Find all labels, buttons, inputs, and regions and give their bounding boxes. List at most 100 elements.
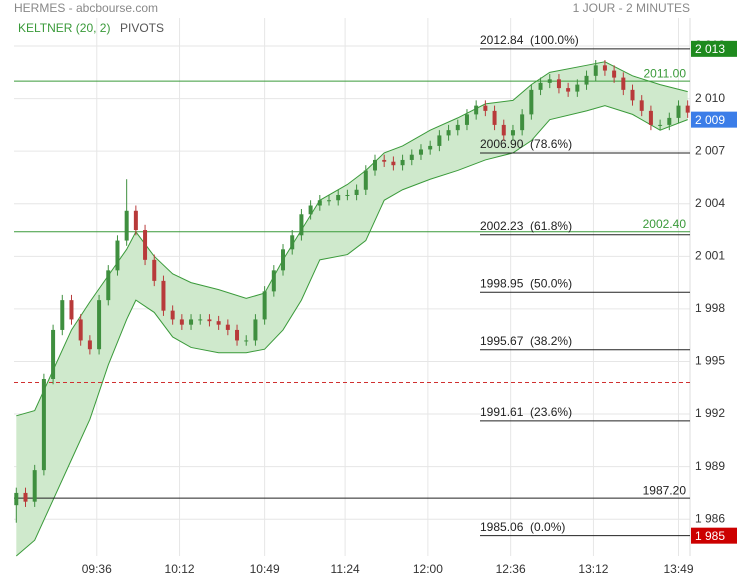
candle-body	[14, 492, 19, 506]
candle-body	[538, 82, 543, 90]
candle-body	[400, 159, 405, 166]
x-tick-label: 12:00	[413, 562, 443, 576]
candle-body	[216, 321, 221, 325]
fib-label: 2002.23 (61.8%)	[480, 219, 572, 233]
candle-body	[556, 79, 561, 89]
candle-body	[501, 124, 506, 136]
x-tick-label: 12:36	[496, 562, 526, 576]
candle-body	[308, 205, 313, 215]
candle-body	[189, 319, 194, 325]
y-tick-label: 1 986	[695, 511, 725, 525]
x-tick-label: 13:12	[578, 562, 608, 576]
candle-body	[207, 319, 212, 322]
candle-body	[492, 110, 497, 125]
y-tick-label: 1 995	[695, 354, 725, 368]
candle-body	[520, 114, 525, 131]
fib-label: 2012.84 (100.0%)	[480, 33, 579, 47]
x-tick-label: 13:49	[663, 562, 693, 576]
candle-body	[244, 340, 249, 342]
candle-body	[170, 310, 175, 320]
candle-body	[658, 124, 663, 126]
candle-body	[409, 154, 414, 160]
y-tick-label: 2 007	[695, 143, 725, 157]
candle-body	[630, 89, 635, 101]
candle-body	[106, 270, 111, 301]
candle-body	[253, 319, 258, 341]
candle-body	[281, 249, 286, 271]
x-tick-label: 11:24	[331, 562, 360, 576]
candle-body	[317, 200, 322, 206]
candle-body	[510, 130, 515, 136]
fib-label: 1998.95 (50.0%)	[480, 276, 572, 290]
candle-body	[464, 114, 469, 125]
candle-body	[354, 189, 359, 195]
candle-body	[685, 105, 690, 113]
candle-body	[584, 75, 589, 85]
candle-body	[446, 130, 451, 136]
candle-body	[78, 319, 83, 341]
candle-body	[382, 159, 387, 162]
fib-label: 2006.90 (78.6%)	[480, 137, 572, 151]
candle-body	[602, 65, 607, 71]
candle-body	[455, 124, 460, 131]
candle-body	[235, 329, 240, 341]
candle-body	[41, 379, 46, 471]
candle-body	[391, 161, 396, 166]
pivot-label: 2011.00	[644, 66, 687, 80]
candle-body	[161, 280, 166, 311]
candle-body	[336, 194, 341, 201]
x-tick-label: 09:36	[82, 562, 112, 576]
fib-label: 1991.61 (23.6%)	[480, 405, 572, 419]
y-tick-label: 2 010	[695, 91, 725, 105]
candle-body	[612, 70, 617, 78]
y-tick-label: 1 998	[695, 301, 725, 315]
pivot-label: 1987.20	[643, 483, 687, 497]
x-tick-label: 10:49	[250, 562, 280, 576]
candle-body	[648, 110, 653, 125]
candle-body	[32, 470, 37, 502]
candle-body	[566, 88, 571, 92]
price-tag-label: 1 985	[695, 529, 725, 543]
candle-body	[133, 210, 138, 231]
candle-body	[363, 170, 368, 190]
candle-body	[115, 240, 120, 271]
candle-body	[152, 259, 157, 281]
candle-body	[271, 270, 276, 292]
candle-body	[60, 300, 65, 330]
candle-body	[97, 300, 102, 350]
candle-body	[474, 105, 479, 115]
candle-body	[124, 210, 129, 241]
price-tag	[691, 40, 737, 57]
candle-body	[667, 117, 672, 125]
fib-label: 1985.06 (0.0%)	[480, 520, 565, 534]
candle-body	[143, 230, 148, 260]
period: 1 JOUR - 2 MINUTES	[573, 1, 690, 15]
candle-body	[483, 105, 488, 111]
candle-body	[593, 65, 598, 76]
y-tick-label: 1 992	[695, 406, 725, 420]
candle-body	[676, 105, 681, 118]
candle-body	[575, 84, 580, 92]
x-tick-label: 10:12	[165, 562, 195, 576]
chart-title: HERMES - abcbourse.com	[14, 1, 158, 15]
candle-body	[51, 329, 56, 380]
fib-label: 1995.67 (38.2%)	[480, 334, 572, 348]
candle-body	[198, 319, 203, 321]
keltner-fill	[16, 61, 688, 557]
y-tick-label: 1 989	[695, 459, 725, 473]
candle-body	[547, 79, 552, 83]
candle-body	[225, 324, 230, 330]
price-tag	[691, 527, 737, 544]
candle-body	[639, 100, 644, 111]
indicator-keltner: KELTNER (20, 2)	[18, 21, 110, 35]
indicator-pivots: PIVOTS	[120, 21, 164, 35]
candle-body	[418, 149, 423, 155]
candle-body	[372, 159, 377, 171]
candle-body	[179, 319, 184, 325]
pivot-label: 2002.40	[643, 217, 687, 231]
candle-body	[529, 89, 534, 115]
candle-body	[327, 200, 332, 202]
candle-body	[345, 194, 350, 196]
y-tick-label: 2 004	[695, 196, 725, 210]
